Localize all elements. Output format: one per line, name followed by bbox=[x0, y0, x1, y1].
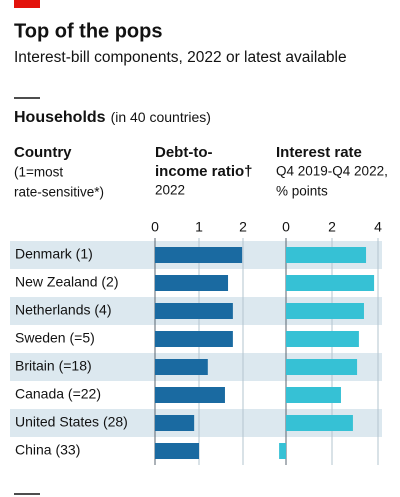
section-note: (in 40 countries) bbox=[111, 109, 211, 125]
brand-tag bbox=[14, 0, 40, 8]
x-tick-label: 1 bbox=[195, 219, 203, 235]
category-label: United States (28) bbox=[15, 414, 128, 430]
panel-subtitle: Q4 2019-Q4 2022, bbox=[276, 164, 388, 179]
panel-title: Interest rate bbox=[276, 144, 362, 161]
column-title: Country bbox=[14, 144, 72, 161]
bar bbox=[286, 303, 364, 319]
category-label: China (33) bbox=[15, 442, 80, 458]
x-tick-label: 0 bbox=[151, 219, 159, 235]
category-label: Sweden (=5) bbox=[15, 330, 95, 346]
category-label: Netherlands (4) bbox=[15, 302, 112, 318]
title: Top of the pops bbox=[14, 20, 163, 42]
bar bbox=[155, 415, 195, 431]
bar bbox=[286, 247, 367, 263]
panel-title: income ratio† bbox=[155, 163, 253, 180]
column-note: (1=most bbox=[14, 165, 63, 180]
column-note: rate-sensitive*) bbox=[14, 185, 104, 200]
x-tick-label: 0 bbox=[282, 219, 290, 235]
section-name: Households bbox=[14, 109, 106, 126]
bar bbox=[155, 387, 225, 403]
category-label: Britain (=18) bbox=[15, 358, 92, 374]
panel-subtitle: 2022 bbox=[155, 183, 185, 198]
bar bbox=[286, 387, 341, 403]
bar bbox=[155, 359, 208, 375]
category-label: Denmark (1) bbox=[15, 246, 93, 262]
section: Households (in 40 countries) bbox=[14, 109, 211, 127]
bar bbox=[155, 443, 199, 459]
x-tick-label: 4 bbox=[374, 219, 382, 235]
bar bbox=[286, 331, 359, 347]
bar bbox=[155, 331, 233, 347]
x-tick-label: 2 bbox=[239, 219, 247, 235]
bar bbox=[286, 415, 353, 431]
category-label: Canada (=22) bbox=[15, 386, 101, 402]
bar bbox=[155, 247, 243, 263]
bar bbox=[279, 443, 286, 459]
bar bbox=[286, 275, 375, 291]
category-label: New Zealand (2) bbox=[15, 274, 119, 290]
panel-title: Debt-to- bbox=[155, 144, 212, 161]
bar bbox=[286, 359, 358, 375]
bar bbox=[155, 303, 233, 319]
subtitle: Interest-bill components, 2022 or latest… bbox=[14, 49, 347, 66]
panel-subtitle: % points bbox=[276, 184, 328, 199]
bar bbox=[155, 275, 229, 291]
x-tick-label: 2 bbox=[328, 219, 336, 235]
